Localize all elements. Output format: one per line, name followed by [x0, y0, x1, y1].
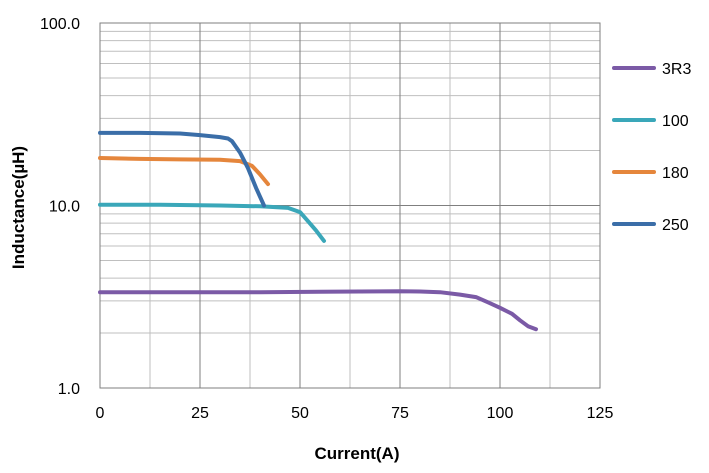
y-tick-label: 10.0 — [49, 199, 80, 216]
y-axis-title: Inductance(µH) — [9, 146, 28, 269]
series-line-250 — [98, 130, 266, 208]
x-tick-label: 100 — [487, 405, 514, 422]
legend: 3R3 100 180 250 — [612, 61, 691, 234]
x-axis-tick-labels: 0 25 50 75 100 125 — [96, 405, 614, 422]
series-line-3R3 — [98, 289, 538, 332]
x-tick-label: 75 — [391, 405, 409, 422]
legend-label-180: 180 — [662, 165, 689, 182]
y-tick-label: 100.0 — [40, 16, 80, 33]
series-lines — [98, 130, 538, 332]
x-tick-label: 25 — [191, 405, 209, 422]
y-tick-label: 1.0 — [58, 381, 80, 398]
series-line-180 — [98, 156, 270, 187]
minor-grid — [100, 23, 600, 388]
legend-label-3R3: 3R3 — [662, 61, 691, 78]
x-tick-label: 50 — [291, 405, 309, 422]
legend-label-250: 250 — [662, 217, 689, 234]
legend-label-100: 100 — [662, 113, 689, 130]
x-tick-label: 0 — [96, 405, 105, 422]
x-axis-title: Current(A) — [315, 444, 400, 463]
y-axis-tick-labels: 1.0 10.0 100.0 — [40, 16, 80, 398]
x-tick-label: 125 — [587, 405, 614, 422]
series-line-100 — [98, 202, 326, 243]
